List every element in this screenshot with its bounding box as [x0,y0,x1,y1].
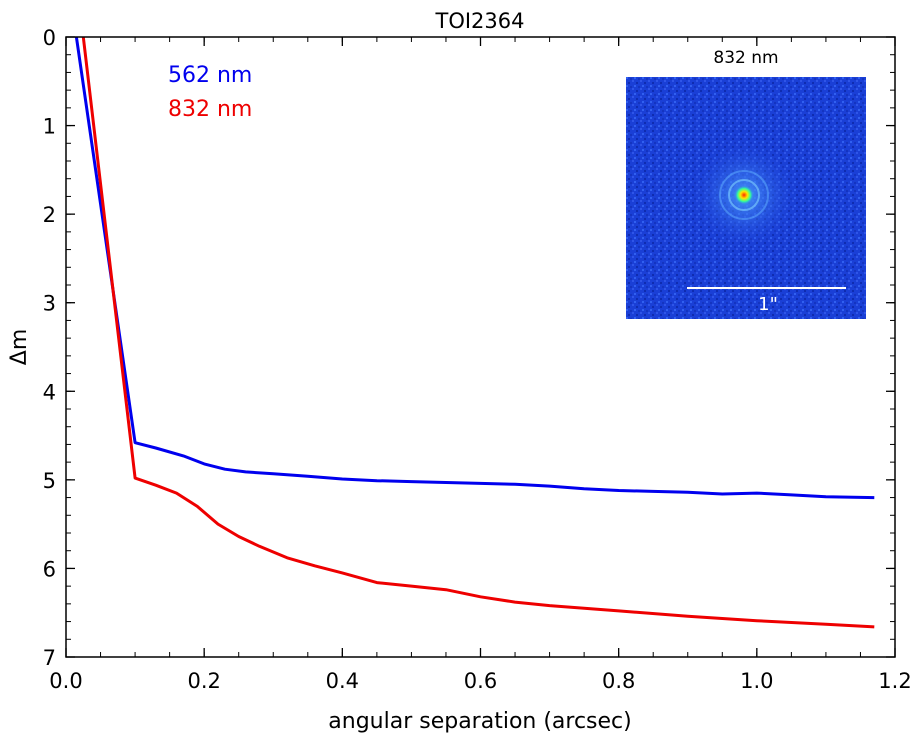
scale-bar-label: 1" [758,294,778,315]
y-tick-label: 0 [43,26,56,50]
psf-ring [728,179,760,211]
psf-core [734,185,754,205]
tick-layer: 0.0 0.2 0.4 0.6 0.8 1.0 1.2 0 1 2 3 4 5 6 7 [43,26,912,693]
series-line-562nm [74,37,875,500]
y-tick-label: 4 [43,380,56,404]
x-axis-label: angular separation (arcsec) [328,709,631,734]
series-line-832nm [81,37,875,629]
series-layer [74,37,875,629]
psf-ring [719,170,769,220]
x-tick-label: 1.2 [878,669,911,693]
legend-entry-562nm: 562 nm [168,63,252,88]
x-tick-label: 0.4 [326,669,359,693]
y-tick-label: 2 [43,203,56,227]
legend-entry-832nm: 832 nm [168,97,252,122]
x-tick-label: 0.8 [602,669,635,693]
y-tick-label: 7 [43,646,56,670]
inset-label: 832 nm [713,48,778,68]
y-axis-label: Δm [7,329,32,365]
x-tick-label: 0.2 [187,669,220,693]
inset-image: 832 nm 1" [626,48,866,319]
chart-title: TOI2364 [435,9,525,33]
y-tick-label: 6 [43,557,56,581]
y-tick-label: 5 [43,469,56,493]
y-tick-label: 1 [43,115,56,139]
x-tick-label: 0.0 [49,669,82,693]
x-tick-label: 1.0 [740,669,773,693]
y-tick-label: 3 [43,292,56,316]
x-tick-label: 0.6 [464,669,497,693]
